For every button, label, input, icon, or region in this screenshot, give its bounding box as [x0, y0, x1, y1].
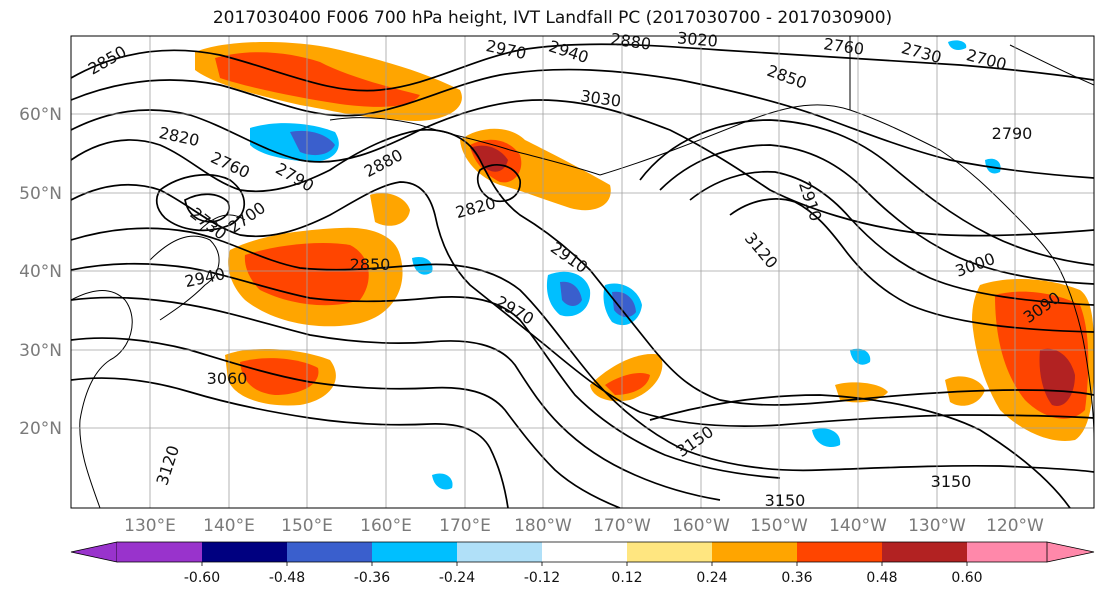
- colorbar-swatch: [542, 542, 627, 562]
- contour-label: 2700: [964, 45, 1008, 74]
- lat-label: 50°N: [19, 184, 62, 204]
- contour-label: 3020: [676, 28, 718, 50]
- coastlines: [71, 36, 1094, 508]
- contour-label: 2790: [272, 159, 317, 196]
- latitude-labels: 60°N 50°N 40°N 30°N 20°N: [19, 105, 62, 439]
- lat-label: 30°N: [19, 341, 62, 361]
- contour-label: 2700: [225, 198, 269, 237]
- contour-label: 2880: [609, 29, 652, 53]
- lon-label: 180°W: [514, 516, 572, 536]
- colorbar-tick-label: 0.12: [611, 570, 642, 586]
- map-grid: [71, 36, 1094, 508]
- contour-label: 2820: [453, 193, 497, 222]
- contour-label: 3150: [931, 472, 972, 491]
- ivt-shading: [71, 36, 1094, 508]
- contour-label: 3150: [765, 491, 806, 510]
- longitude-labels: 130°E 140°E 150°E 160°E 170°E 180°W 170°…: [124, 516, 1044, 536]
- positive-ivt-region-central-pacific: [590, 354, 888, 403]
- colorbar-tick-label: -0.12: [524, 570, 560, 586]
- contour-label: 3120: [741, 229, 782, 272]
- lon-label: 140°W: [829, 516, 887, 536]
- contour-label: 3000: [953, 249, 998, 281]
- lon-label: 170°W: [593, 516, 651, 536]
- lon-label: 130°E: [124, 516, 176, 536]
- colorbar-swatch: [287, 542, 372, 562]
- lon-label: 130°W: [908, 516, 966, 536]
- colorbar: -0.60 -0.48 -0.36 -0.24 -0.12 0.12 0.24 …: [70, 541, 1095, 586]
- colorbar-swatch: [117, 542, 202, 562]
- contour-label: 2850: [350, 255, 391, 274]
- colorbar-tick-label: 0.60: [951, 570, 982, 586]
- contour-label: 2970: [484, 36, 528, 63]
- lon-label: 120°W: [986, 516, 1044, 536]
- lat-label: 40°N: [19, 262, 62, 282]
- contour-label: 2970: [492, 292, 537, 329]
- colorbar-swatch: [712, 542, 797, 562]
- lat-label: 20°N: [19, 419, 62, 439]
- colorbar-swatch: [797, 542, 882, 562]
- lon-label: 150°W: [750, 516, 808, 536]
- colorbar-tick-label: -0.60: [184, 570, 220, 586]
- lon-label: 170°E: [439, 516, 491, 536]
- colorbar-swatch: [457, 542, 542, 562]
- colorbar-swatch: [202, 542, 287, 562]
- colorbar-swatch: [627, 542, 712, 562]
- contour-label: 2940: [546, 36, 591, 67]
- lon-label: 150°E: [281, 516, 333, 536]
- colorbar-swatch: [70, 541, 118, 563]
- height-contours: [71, 43, 1094, 508]
- negative-ivt-region-central: [412, 40, 1001, 490]
- colorbar-tick-label: -0.36: [354, 570, 390, 586]
- colorbar-outline: [117, 541, 1047, 563]
- colorbar-tick-label: -0.48: [269, 570, 305, 586]
- positive-ivt-region-nw-pacific: [195, 42, 462, 121]
- colorbar-swatch: [1046, 541, 1095, 563]
- colorbar-swatch: [372, 542, 457, 562]
- colorbar-tick-label: 0.36: [781, 570, 812, 586]
- colorbar-tick-label: -0.24: [439, 570, 475, 586]
- lon-label: 160°W: [672, 516, 730, 536]
- contour-label: 2850: [85, 42, 130, 79]
- positive-ivt-region-california: [945, 278, 1094, 441]
- contour-label: 3030: [579, 86, 622, 110]
- contour-label: 3120: [152, 443, 183, 488]
- colorbar-tick-label: 0.48: [866, 570, 897, 586]
- lon-label: 160°E: [360, 516, 412, 536]
- colorbar-swatch: [967, 542, 1047, 562]
- contour-label: 2790: [992, 124, 1033, 143]
- contour-label: 2760: [822, 34, 865, 58]
- contour-label: 2910: [795, 179, 826, 224]
- map-frame: [70, 35, 1095, 509]
- contour-label: 3060: [207, 369, 248, 388]
- map-title: 2017030400 F006 700 hPa height, IVT Land…: [212, 8, 893, 28]
- lat-label: 60°N: [19, 105, 62, 125]
- contour-label: 2880: [361, 145, 406, 181]
- colorbar-tick-label: 0.24: [696, 570, 727, 586]
- lon-label: 140°E: [203, 516, 255, 536]
- colorbar-swatch: [882, 542, 967, 562]
- negative-ivt-region-nw-pacific: [250, 123, 339, 162]
- contour-label: 2850: [765, 61, 810, 93]
